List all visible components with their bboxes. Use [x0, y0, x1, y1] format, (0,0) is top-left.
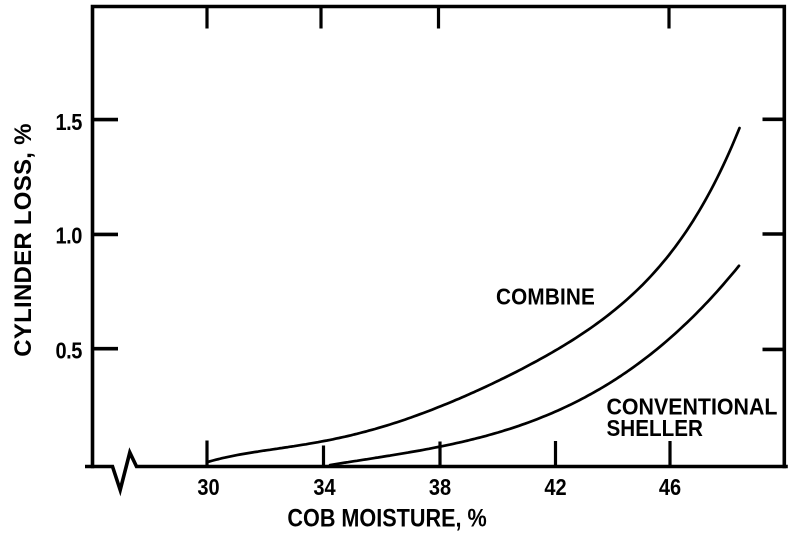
svg-text:38: 38	[429, 474, 451, 501]
svg-text:0.5: 0.5	[55, 337, 82, 364]
svg-text:1.0: 1.0	[55, 222, 82, 249]
svg-text:30: 30	[197, 474, 219, 501]
svg-text:42: 42	[544, 474, 566, 501]
svg-text:34: 34	[313, 474, 335, 501]
svg-text:CONVENTIONAL: CONVENTIONAL	[607, 393, 778, 419]
svg-text:COMBINE: COMBINE	[496, 283, 595, 309]
svg-text:46: 46	[659, 474, 681, 501]
svg-text:SHELLER: SHELLER	[607, 415, 703, 442]
svg-text:1.5: 1.5	[55, 109, 82, 136]
svg-text:CYLINDER LOSS, %: CYLINDER LOSS, %	[10, 123, 37, 356]
svg-text:COB MOISTURE, %: COB MOISTURE, %	[287, 504, 487, 532]
